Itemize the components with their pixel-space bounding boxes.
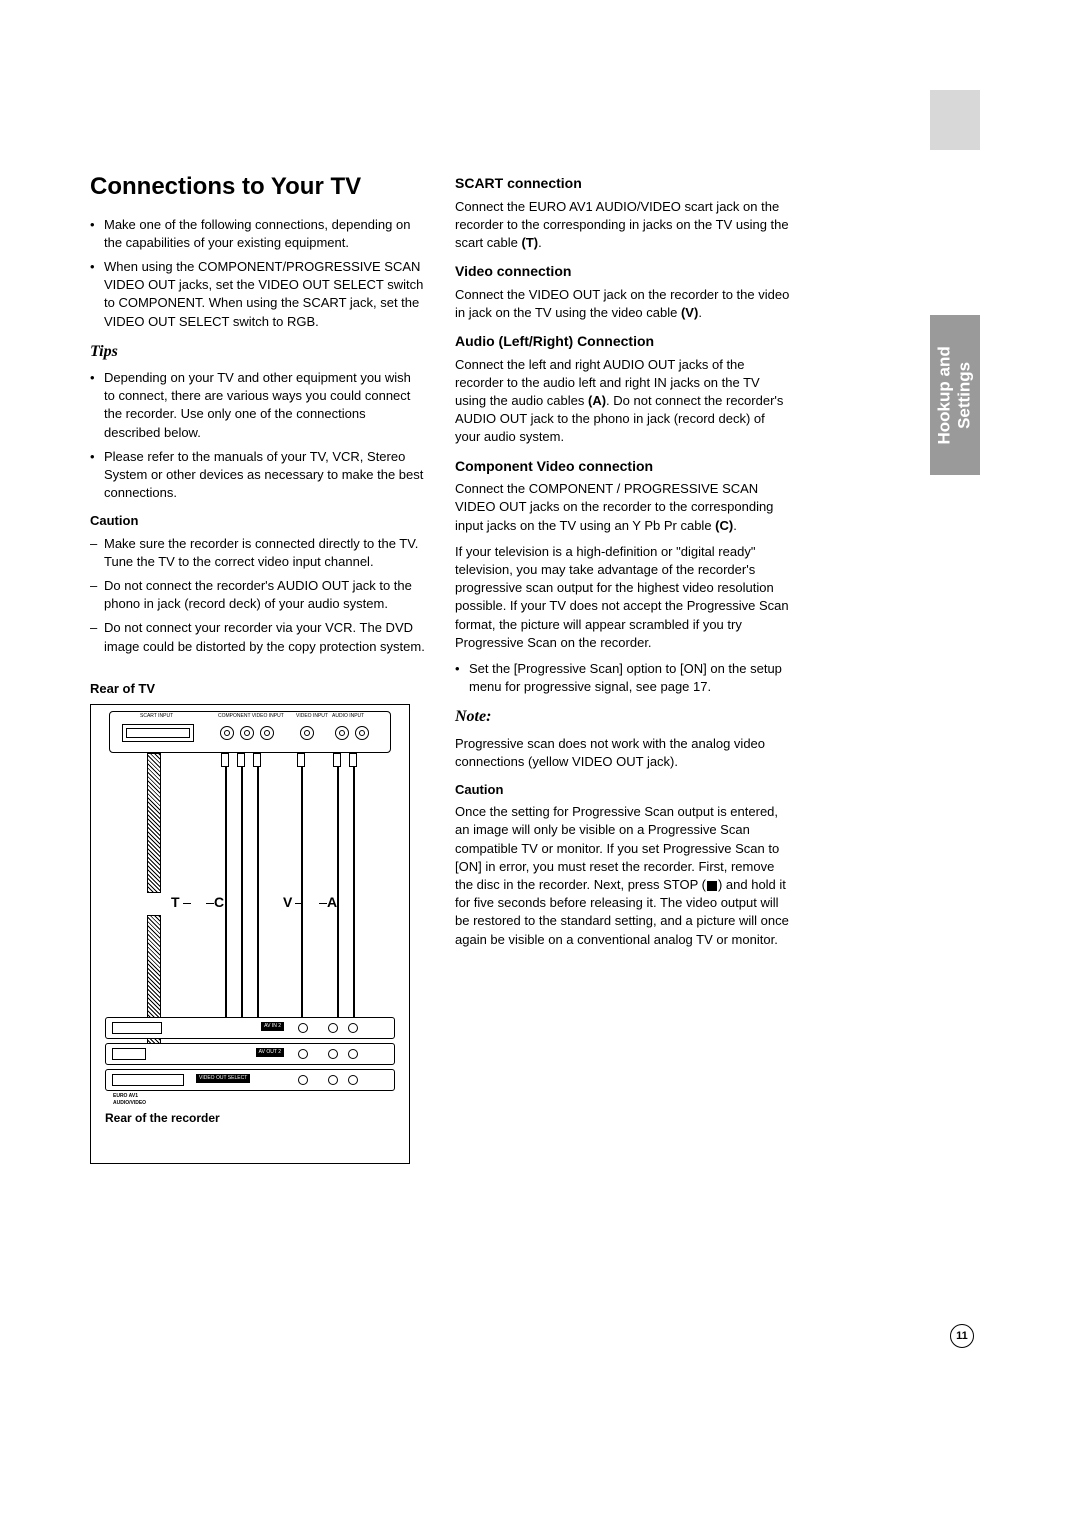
- audio-heading: Audio (Left/Right) Connection: [455, 332, 790, 352]
- audio-r-jack-icon: [355, 726, 369, 740]
- component-bullets: Set the [Progressive Scan] option to [ON…: [455, 660, 790, 696]
- cable-letter-t: T: [171, 893, 180, 913]
- page-number-text: 11: [956, 1330, 968, 1342]
- scart-input-label: SCART INPUT: [140, 713, 173, 720]
- text: Connect the VIDEO OUT jack on the record…: [455, 287, 789, 320]
- tv-rear-panel: SCART INPUT COMPONENT VIDEO INPUT VIDEO …: [109, 711, 391, 753]
- intro-bullet: Make one of the following connections, d…: [90, 216, 425, 252]
- cable-ref: (V): [681, 305, 698, 320]
- av-in2-label: AV IN 2: [261, 1022, 284, 1031]
- diagram-top-label: Rear of TV: [90, 680, 425, 698]
- stop-icon: [707, 881, 717, 891]
- note-paragraph: Progressive scan does not work with the …: [455, 735, 790, 771]
- intro-bullet: When using the COMPONENT/PROGRESSIVE SCA…: [90, 258, 425, 331]
- video-heading: Video connection: [455, 262, 790, 282]
- jack-icon: [298, 1049, 308, 1059]
- header-grey-block: [930, 90, 980, 150]
- jack-icon: [328, 1075, 338, 1085]
- port-icon: [112, 1022, 162, 1034]
- section-tab-line1: Hookup and: [935, 346, 954, 444]
- recorder-rear-panel: AV IN 2 AV OUT 2 VIDEO OUT S: [105, 1017, 395, 1107]
- text: .: [698, 305, 702, 320]
- text: .: [733, 518, 737, 533]
- jack-icon: [348, 1023, 358, 1033]
- component-paragraph-1: Connect the COMPONENT / PROGRESSIVE SCAN…: [455, 480, 790, 535]
- scart-port-icon: [112, 1074, 184, 1086]
- right-column: SCART connection Connect the EURO AV1 AU…: [455, 170, 790, 1164]
- tips-bullets: Depending on your TV and other equipment…: [90, 369, 425, 502]
- jack-icon: [328, 1023, 338, 1033]
- y-jack-icon: [220, 726, 234, 740]
- cable-letter-v: V: [283, 893, 292, 913]
- plug-icon: [333, 753, 341, 767]
- plug-icon: [237, 753, 245, 767]
- plug-icon: [253, 753, 261, 767]
- cable-t: [147, 753, 161, 893]
- video-input-label: VIDEO INPUT: [296, 713, 328, 720]
- plug-icon: [297, 753, 305, 767]
- component-heading: Component Video connection: [455, 457, 790, 477]
- component-paragraph-2: If your television is a high-definition …: [455, 543, 790, 652]
- plug-icon: [221, 753, 229, 767]
- note-heading: Note:: [455, 706, 790, 728]
- caution-heading: Caution: [90, 512, 425, 530]
- euro-av1-label: EURO AV1 AUDIO/VIDEO: [113, 1093, 146, 1107]
- audio-paragraph: Connect the left and right AUDIO OUT jac…: [455, 356, 790, 447]
- caution2-heading: Caution: [455, 781, 790, 799]
- cable-letter-a: A: [327, 893, 337, 913]
- tips-bullet: Depending on your TV and other equipment…: [90, 369, 425, 442]
- jack-icon: [298, 1075, 308, 1085]
- jack-icon: [348, 1075, 358, 1085]
- cable-ref: (C): [715, 518, 733, 533]
- section-tab-line2: Settings: [955, 361, 974, 428]
- section-tab: Hookup and Settings: [930, 315, 980, 475]
- caution-list: Make sure the recorder is connected dire…: [90, 535, 425, 656]
- cable-letter-c: C: [214, 893, 224, 913]
- plug-icon: [349, 753, 357, 767]
- component-bullet: Set the [Progressive Scan] option to [ON…: [455, 660, 790, 696]
- jack-icon: [328, 1049, 338, 1059]
- scart-port-icon: [122, 724, 194, 742]
- scart-paragraph: Connect the EURO AV1 AUDIO/VIDEO scart j…: [455, 198, 790, 253]
- tips-bullet: Please refer to the manuals of your TV, …: [90, 448, 425, 503]
- cable-ref: (A): [588, 393, 606, 408]
- page-title: Connections to Your TV: [90, 170, 425, 204]
- caution-item: Make sure the recorder is connected dire…: [90, 535, 425, 571]
- text: .: [538, 235, 542, 250]
- tick-icon: [319, 903, 327, 905]
- tick-icon: [183, 903, 191, 905]
- jack-icon: [348, 1049, 358, 1059]
- intro-bullets: Make one of the following connections, d…: [90, 216, 425, 331]
- text: Connect the EURO AV1 AUDIO/VIDEO scart j…: [455, 199, 789, 250]
- audio-video-text: AUDIO/VIDEO: [113, 1100, 146, 1106]
- pb-jack-icon: [240, 726, 254, 740]
- tick-icon: [295, 903, 303, 905]
- caution-item: Do not connect your recorder via your VC…: [90, 619, 425, 655]
- cable-letter-row: T C V A: [91, 893, 409, 913]
- diagram-bottom-label: Rear of the recorder: [105, 1110, 220, 1127]
- caution-item: Do not connect the recorder's AUDIO OUT …: [90, 577, 425, 613]
- tips-heading: Tips: [90, 341, 425, 363]
- scart-heading: SCART connection: [455, 174, 790, 194]
- left-column: Connections to Your TV Make one of the f…: [90, 170, 425, 1164]
- video-out-select-label: VIDEO OUT SELECT: [196, 1074, 250, 1083]
- page-content: Connections to Your TV Make one of the f…: [90, 170, 790, 1164]
- av-out2-label: AV OUT 2: [256, 1048, 284, 1057]
- port-icon: [112, 1048, 146, 1060]
- video-jack-icon: [300, 726, 314, 740]
- caution2-paragraph: Once the setting for Progressive Scan ou…: [455, 803, 790, 949]
- cable-ref: (T): [521, 235, 538, 250]
- pr-jack-icon: [260, 726, 274, 740]
- component-input-label: COMPONENT VIDEO INPUT: [218, 713, 284, 720]
- page-number: 11: [950, 1324, 974, 1348]
- video-paragraph: Connect the VIDEO OUT jack on the record…: [455, 286, 790, 322]
- audio-l-jack-icon: [335, 726, 349, 740]
- tick-icon: [206, 903, 214, 905]
- jack-icon: [298, 1023, 308, 1033]
- connection-diagram: SCART INPUT COMPONENT VIDEO INPUT VIDEO …: [90, 704, 425, 1164]
- audio-input-label: AUDIO INPUT: [332, 713, 364, 720]
- euro-av1-text: EURO AV1: [113, 1093, 138, 1099]
